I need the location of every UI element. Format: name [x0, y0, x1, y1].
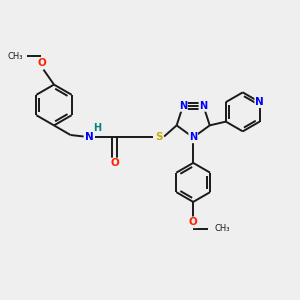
Text: N: N: [255, 97, 264, 107]
Text: O: O: [37, 58, 46, 68]
Text: N: N: [85, 131, 94, 142]
Text: O: O: [189, 217, 198, 227]
Text: CH₃: CH₃: [7, 52, 22, 61]
Text: CH₃: CH₃: [214, 224, 230, 233]
Text: N: N: [189, 132, 197, 142]
Text: N: N: [179, 101, 187, 111]
Text: S: S: [155, 131, 163, 142]
Text: O: O: [110, 158, 119, 169]
Text: N: N: [200, 101, 208, 111]
Text: H: H: [93, 123, 102, 133]
